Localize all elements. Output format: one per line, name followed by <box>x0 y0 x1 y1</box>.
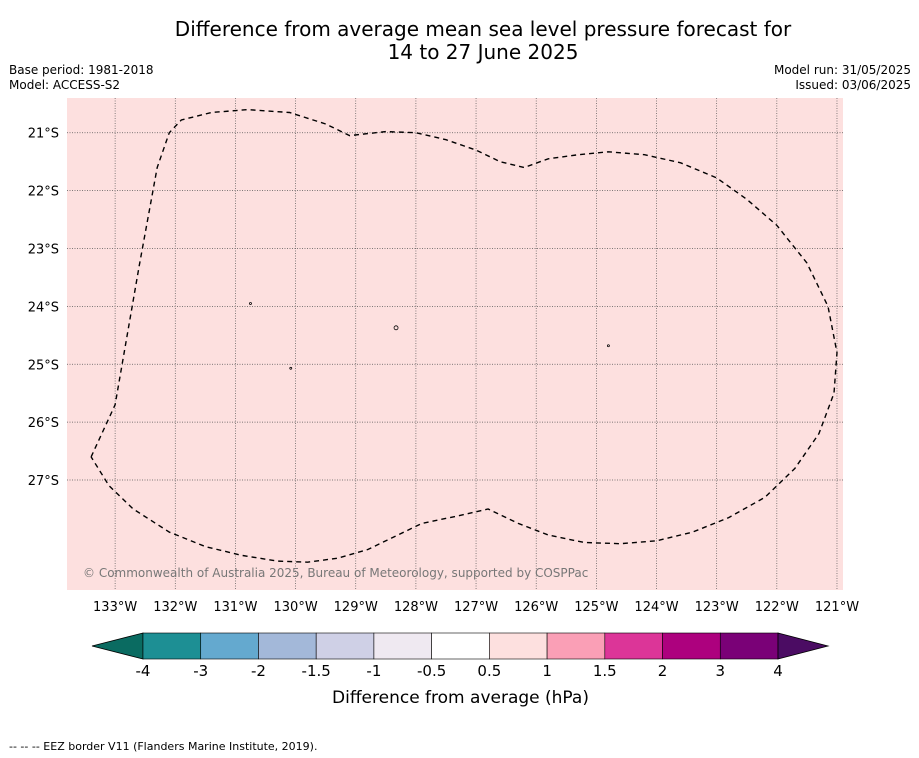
lon-tick-label: 130°W <box>274 600 318 615</box>
lat-tick-label: 23°S <box>28 242 59 257</box>
lon-tick-label: 122°W <box>755 600 799 615</box>
issued-date: Issued: 03/06/2025 <box>795 78 911 92</box>
eez-border <box>90 108 838 563</box>
lon-tick-label: 127°W <box>454 600 498 615</box>
colorbar-tick-label: -1.5 <box>302 662 331 680</box>
island-marker <box>289 366 293 370</box>
lat-tick-label: 26°S <box>28 416 59 431</box>
colorbar-label: Difference from average (hPa) <box>332 688 589 708</box>
colorbar-tick-label: -3 <box>193 662 208 680</box>
map-background <box>67 98 843 590</box>
colorbar-bin <box>604 632 663 660</box>
colorbar-tick-label: -4 <box>136 662 151 680</box>
colorbar-bin <box>431 632 490 660</box>
map-title: Difference from average mean sea level p… <box>0 18 919 64</box>
colorbar: -4 -3 -2 -1.5 -1 -0.5 0.5 1 1.5 2 3 4 Difference fro… <box>91 632 830 708</box>
base-period: Base period: 1981-2018 <box>9 63 154 77</box>
colorbar-tick-label: 2 <box>658 662 668 680</box>
colorbar-under-arrow <box>91 632 144 660</box>
colorbar-tick-label: -2 <box>251 662 266 680</box>
colorbar-tick-label: -1 <box>366 662 381 680</box>
lon-tick-label: 121°W <box>815 600 859 615</box>
lat-tick-label: 24°S <box>28 300 59 315</box>
lat-tick-label: 27°S <box>28 474 59 489</box>
lon-tick-label: 128°W <box>394 600 438 615</box>
colorbar-tick-label: 0.5 <box>477 662 501 680</box>
colorbar-bin <box>200 632 259 660</box>
colorbar-tick-label: -0.5 <box>417 662 446 680</box>
colorbar-bin <box>662 632 721 660</box>
colorbar-bin <box>489 632 548 660</box>
lon-tick-label: 131°W <box>213 600 257 615</box>
lat-tick-label: 25°S <box>28 358 59 373</box>
colorbar-tick-label: 3 <box>715 662 725 680</box>
title-line-1: Difference from average mean sea level p… <box>174 17 792 41</box>
map-area: 133°W 132°W 131°W 130°W 129°W 128°W 127°W 126°W… <box>28 98 859 615</box>
colorbar-bin <box>546 632 606 660</box>
lon-tick-label: 129°W <box>334 600 378 615</box>
colorbar-bin <box>315 632 375 660</box>
island-marker <box>393 325 399 331</box>
colorbar-tick-label: 1.5 <box>593 662 617 680</box>
lon-tick-label: 132°W <box>153 600 197 615</box>
colorbar-bin <box>258 632 317 660</box>
lat-tick-label: 22°S <box>28 185 59 200</box>
model-run: Model run: 31/05/2025 <box>773 63 911 77</box>
lon-tick-label: 125°W <box>574 600 618 615</box>
colorbar-bin <box>373 632 432 660</box>
colorbar-over-arrow <box>777 632 830 660</box>
eez-legend-note: -- -- -- EEZ border V11 (Flanders Marine… <box>9 740 318 753</box>
lon-tick-label: 124°W <box>634 600 678 615</box>
info-right: Model run: 31/05/2025 Issued: 03/06/2025 <box>774 63 911 93</box>
map-figure: 133°W 132°W 131°W 130°W 129°W 128°W 127°W 126°W… <box>28 98 859 708</box>
island-marker <box>249 302 252 305</box>
lon-tick-label: 126°W <box>514 600 558 615</box>
lat-tick-label: 21°S <box>28 127 59 142</box>
model-name: Model: ACCESS-S2 <box>9 78 121 92</box>
island-marker <box>606 344 610 348</box>
info-left: Base period: 1981-2018 Model: ACCESS-S2 <box>9 63 154 93</box>
lon-tick-label: 123°W <box>695 600 739 615</box>
title-line-2: 14 to 27 June 2025 <box>387 40 579 64</box>
copyright-text: © Commonwealth of Australia 2025, Bureau… <box>83 566 588 580</box>
lon-tick-label: 133°W <box>93 600 137 615</box>
colorbar-bin <box>142 632 202 660</box>
colorbar-tick-label: 1 <box>542 662 552 680</box>
colorbar-bin <box>719 632 779 660</box>
colorbar-tick-label: 4 <box>773 662 783 680</box>
